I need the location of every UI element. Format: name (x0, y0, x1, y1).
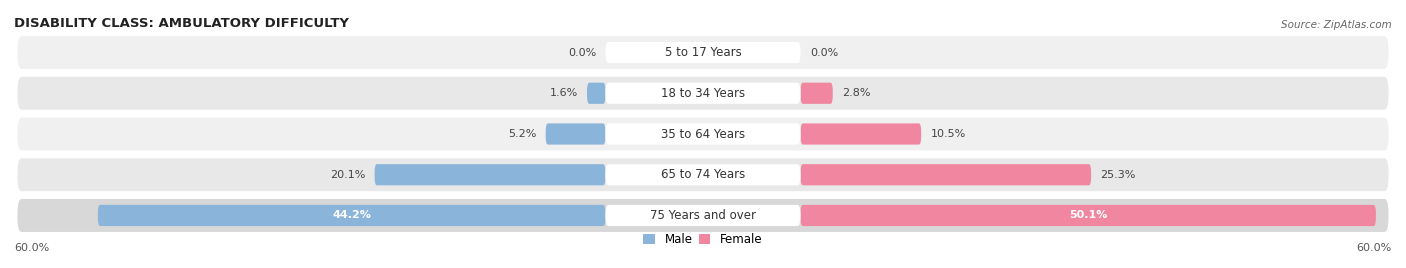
FancyBboxPatch shape (17, 199, 1389, 232)
Text: 18 to 34 Years: 18 to 34 Years (661, 87, 745, 100)
Text: 1.6%: 1.6% (550, 88, 578, 98)
FancyBboxPatch shape (17, 77, 1389, 110)
FancyBboxPatch shape (546, 123, 606, 145)
FancyBboxPatch shape (17, 158, 1389, 191)
Text: DISABILITY CLASS: AMBULATORY DIFFICULTY: DISABILITY CLASS: AMBULATORY DIFFICULTY (14, 17, 349, 30)
FancyBboxPatch shape (800, 123, 921, 145)
FancyBboxPatch shape (606, 42, 800, 63)
Text: 44.2%: 44.2% (332, 210, 371, 221)
Legend: Male, Female: Male, Female (644, 233, 762, 246)
Text: 0.0%: 0.0% (568, 47, 596, 58)
Text: 35 to 64 Years: 35 to 64 Years (661, 128, 745, 140)
Text: 50.1%: 50.1% (1069, 210, 1108, 221)
FancyBboxPatch shape (374, 164, 606, 185)
Text: Source: ZipAtlas.com: Source: ZipAtlas.com (1281, 20, 1392, 30)
Text: 2.8%: 2.8% (842, 88, 870, 98)
FancyBboxPatch shape (800, 205, 1376, 226)
FancyBboxPatch shape (17, 118, 1389, 150)
FancyBboxPatch shape (606, 123, 800, 145)
Text: 10.5%: 10.5% (931, 129, 966, 139)
FancyBboxPatch shape (800, 83, 832, 104)
FancyBboxPatch shape (588, 83, 606, 104)
Text: 60.0%: 60.0% (1357, 243, 1392, 253)
Text: 65 to 74 Years: 65 to 74 Years (661, 168, 745, 181)
Text: 5 to 17 Years: 5 to 17 Years (665, 46, 741, 59)
FancyBboxPatch shape (606, 205, 800, 226)
Text: 25.3%: 25.3% (1101, 170, 1136, 180)
FancyBboxPatch shape (17, 36, 1389, 69)
FancyBboxPatch shape (98, 205, 606, 226)
Text: 20.1%: 20.1% (330, 170, 366, 180)
Text: 0.0%: 0.0% (810, 47, 838, 58)
Text: 5.2%: 5.2% (508, 129, 537, 139)
FancyBboxPatch shape (606, 83, 800, 104)
Text: 60.0%: 60.0% (14, 243, 49, 253)
FancyBboxPatch shape (800, 164, 1091, 185)
FancyBboxPatch shape (606, 164, 800, 185)
Text: 75 Years and over: 75 Years and over (650, 209, 756, 222)
